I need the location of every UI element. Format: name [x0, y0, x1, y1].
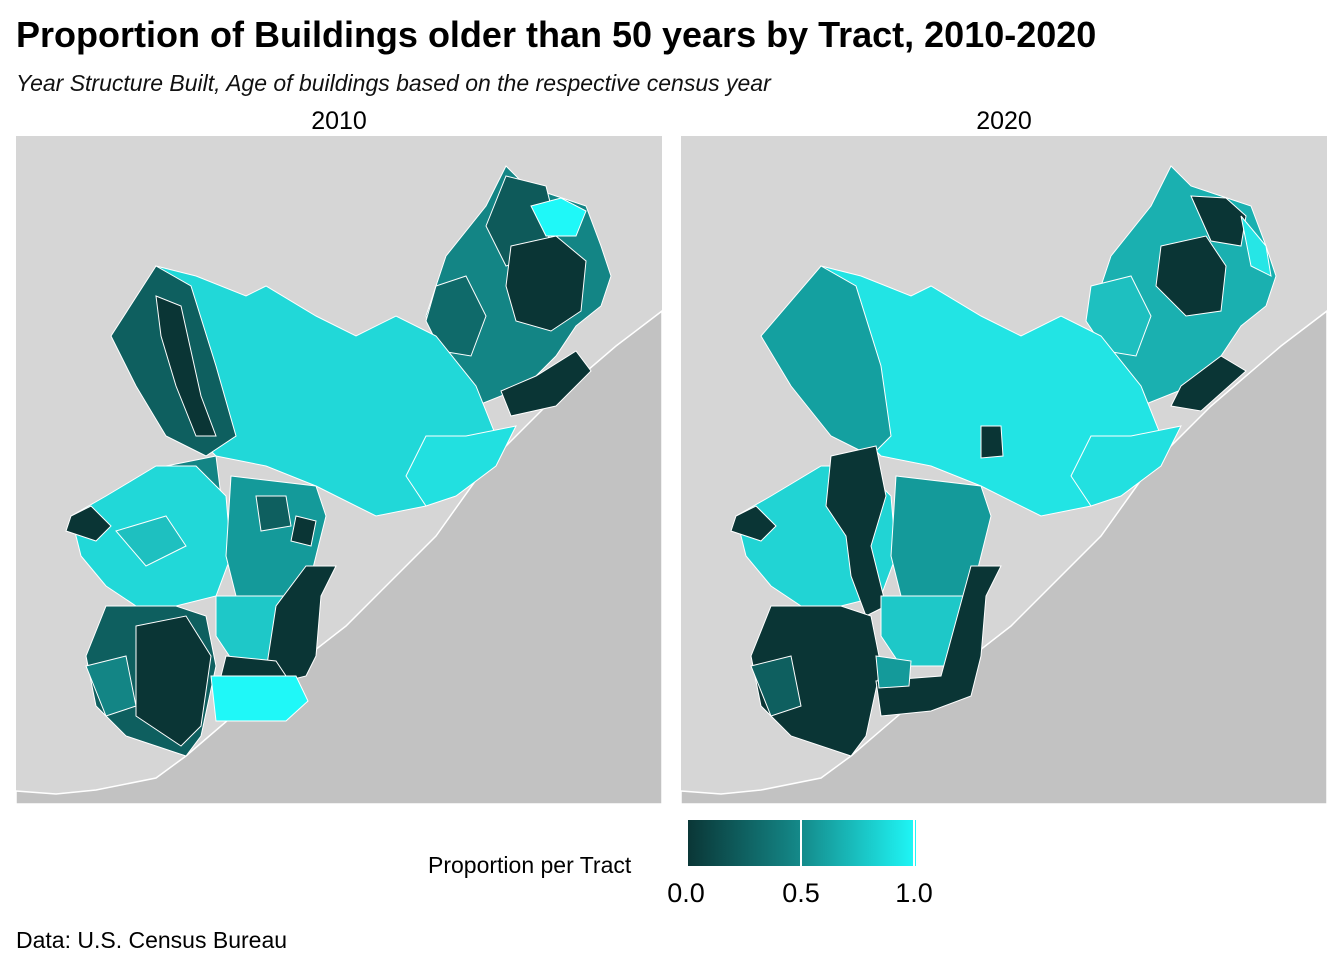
river-water	[16, 310, 662, 804]
map-panel-2010	[16, 136, 662, 804]
river-water	[681, 310, 1327, 804]
chart-subtitle: Year Structure Built, Age of buildings b…	[16, 70, 771, 96]
legend-tick-label-1: 1.0	[895, 878, 933, 908]
tract	[115, 515, 187, 567]
tract	[750, 655, 802, 717]
tract	[505, 235, 587, 332]
facet-label-2020: 2020	[976, 107, 1032, 135]
tract	[290, 515, 317, 547]
tract	[405, 425, 517, 507]
tract	[1155, 235, 1227, 317]
facet-label-2010: 2010	[311, 107, 367, 135]
tract	[530, 197, 587, 237]
tract	[255, 495, 292, 532]
tract	[1085, 275, 1152, 357]
tract	[220, 655, 287, 677]
map-panel-2020	[681, 136, 1327, 804]
legend-tick-mark-1	[913, 820, 915, 866]
tract	[210, 675, 309, 722]
legend-title: Proportion per Tract	[428, 852, 632, 878]
legend-tick-label-0: 0.0	[667, 878, 705, 908]
chart-title: Proportion of Buildings older than 50 ye…	[16, 14, 1097, 55]
tract	[825, 445, 887, 617]
tract	[1170, 355, 1247, 412]
tract	[265, 565, 337, 682]
tract	[730, 505, 777, 542]
tract	[1240, 215, 1272, 277]
legend-tick-label-0.5: 0.5	[782, 878, 820, 908]
tract	[65, 505, 112, 542]
tract	[155, 295, 217, 437]
tract	[750, 605, 882, 757]
legend-tick-mark-0.5	[800, 820, 802, 866]
tract	[980, 425, 1004, 459]
legend-tick-mark-0	[686, 820, 688, 866]
tract	[1070, 425, 1182, 507]
tract	[85, 655, 137, 717]
tract	[500, 350, 592, 417]
tract	[760, 265, 892, 457]
tract	[135, 615, 212, 747]
tract	[875, 655, 912, 689]
tract	[425, 275, 487, 357]
data-source-caption: Data: U.S. Census Bureau	[16, 927, 288, 953]
